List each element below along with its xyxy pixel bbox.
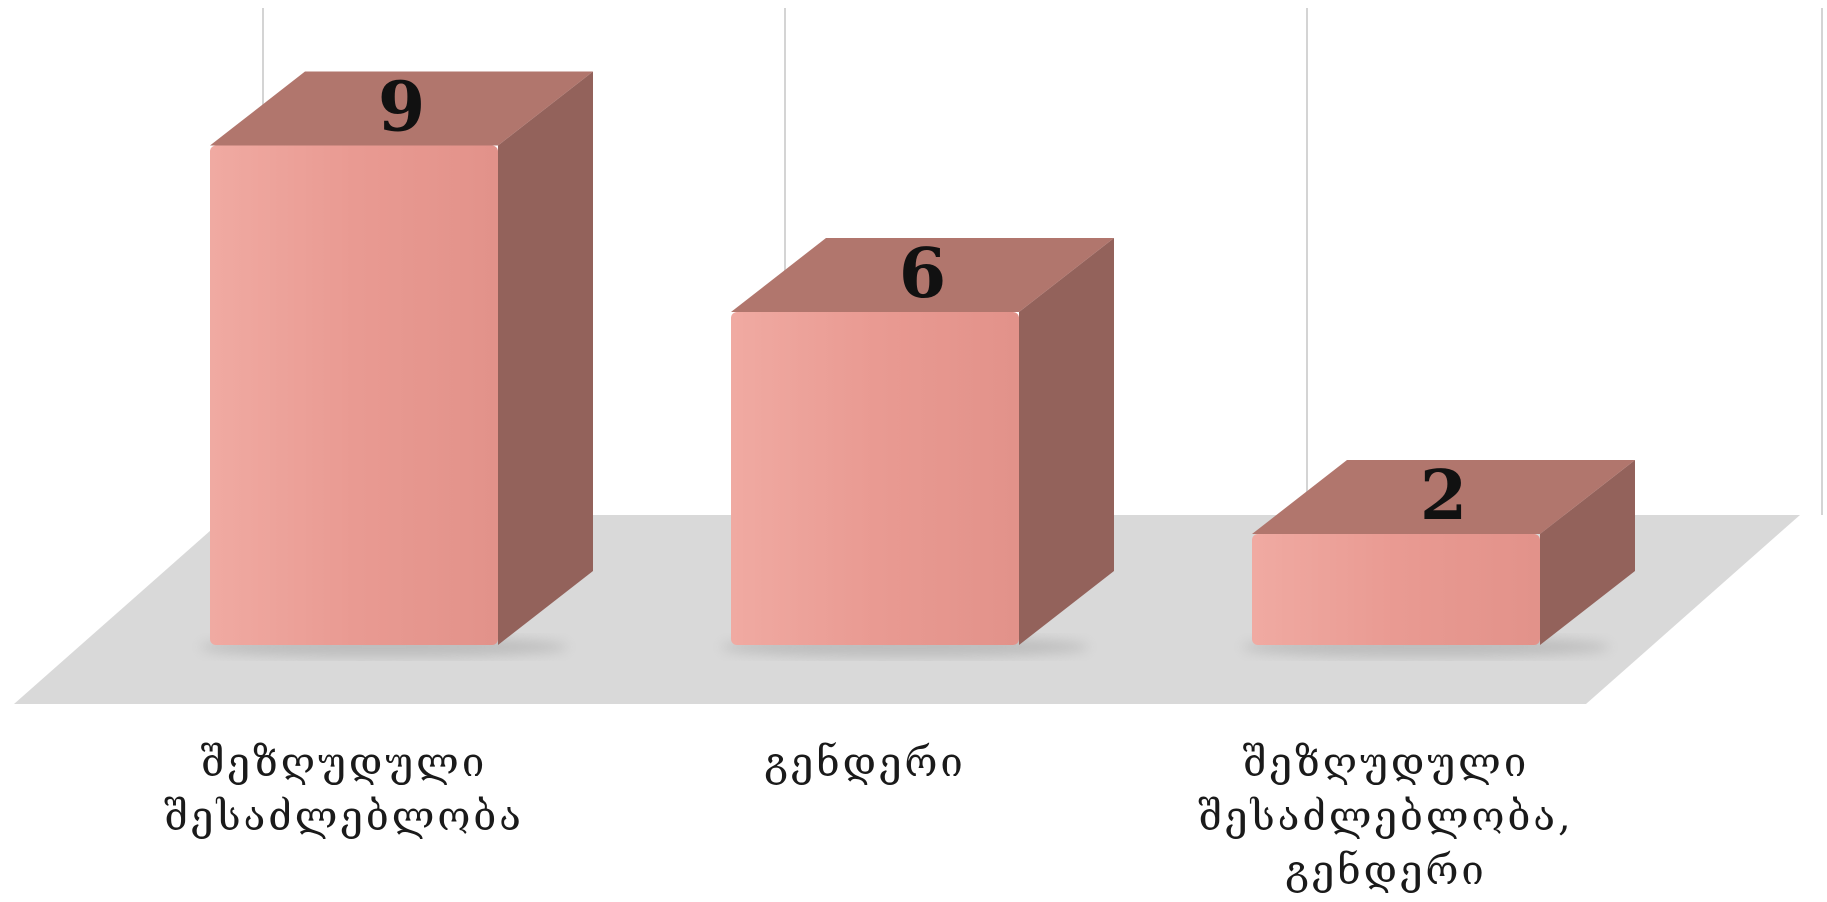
bar-2 xyxy=(721,238,1114,657)
bar-top-face xyxy=(1252,460,1635,534)
data-label-3: 2 xyxy=(1420,456,1467,536)
category-label-1: შეზღუდული შესაძლებლობა xyxy=(134,736,554,844)
bar-1 xyxy=(200,71,593,657)
data-label-1: 9 xyxy=(378,68,425,148)
category-label-2: გენდერი xyxy=(655,736,1075,790)
bar-top-face xyxy=(731,238,1114,312)
category-label-line: შეზღუდული xyxy=(200,740,488,786)
data-labels: 9 6 2 xyxy=(378,68,1467,537)
bars xyxy=(200,71,1635,657)
bar-3 xyxy=(1242,460,1635,657)
bar-top-face xyxy=(210,71,593,146)
bar-side-face xyxy=(1019,238,1114,645)
bar-front-face xyxy=(731,312,1019,645)
category-label-3: შეზღუდული შესაძლებლობა, გენდერი xyxy=(1176,736,1596,898)
data-label-2: 6 xyxy=(899,234,946,314)
category-label-line: შეზღუდული xyxy=(1242,740,1530,786)
bar-front-face xyxy=(1252,534,1540,645)
category-label-line: შესაძლებლობა xyxy=(164,794,524,840)
category-label-line: გენდერი xyxy=(764,740,966,786)
bar-side-face xyxy=(1540,460,1635,645)
bar-side-face xyxy=(498,71,593,645)
category-label-line: შესაძლებლობა, xyxy=(1198,794,1574,840)
bar-front-face xyxy=(210,145,498,645)
category-label-line: გენდერი xyxy=(1285,848,1487,894)
